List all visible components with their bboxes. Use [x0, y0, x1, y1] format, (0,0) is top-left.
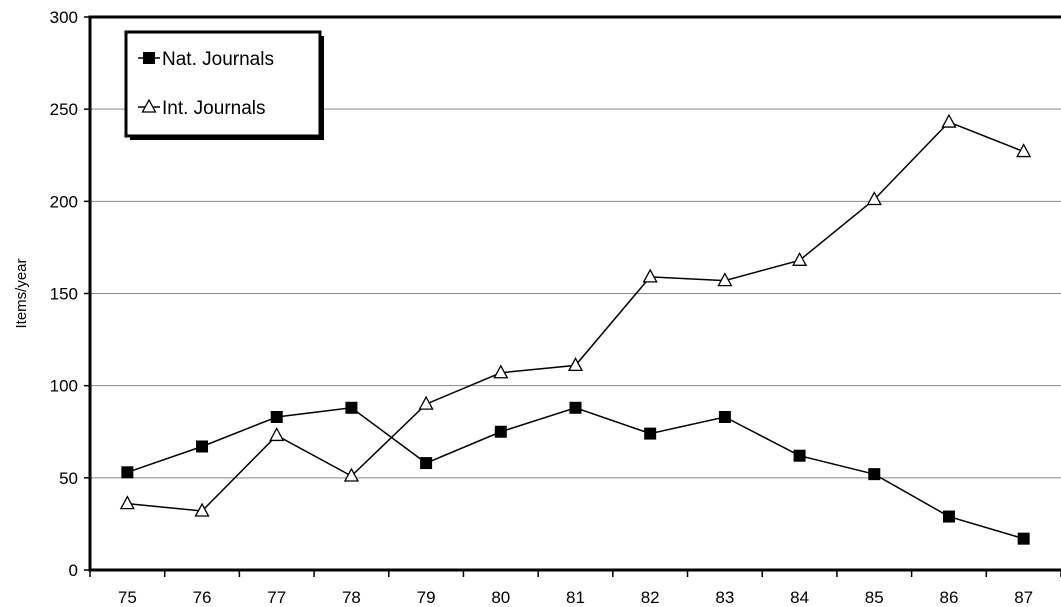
point-int-journals-80	[493, 364, 509, 379]
y-tick-label-150: 150	[50, 285, 78, 304]
point-nat-journals-85	[868, 468, 881, 481]
point-int-journals-85	[866, 191, 882, 206]
point-int-journals-84	[791, 251, 808, 266]
y-tick-label-50: 50	[59, 469, 78, 488]
point-int-journals-86	[941, 113, 957, 128]
y-tick-label-0: 0	[69, 561, 78, 580]
point-int-journals-79	[418, 395, 434, 410]
y-axis: 0 50 100 150 200 250 300	[50, 8, 90, 580]
x-axis: 75 76 77 78 79 80 81 82 83 84 85 86 87	[89, 570, 1061, 607]
x-tick-label-79: 79	[417, 588, 436, 607]
y-tick-label-300: 300	[50, 8, 78, 27]
point-int-journals-81	[567, 357, 584, 372]
series-nat-journals	[121, 401, 1030, 545]
x-tick-label-76: 76	[193, 588, 212, 607]
series-int-journals	[119, 113, 1032, 517]
x-tick-label-80: 80	[491, 588, 510, 607]
point-int-journals-76	[194, 502, 210, 517]
x-tick-label-75: 75	[118, 588, 137, 607]
point-int-journals-78	[343, 467, 360, 482]
legend-box	[124, 30, 322, 138]
x-tick-label-77: 77	[267, 588, 286, 607]
point-int-journals-77	[269, 427, 285, 442]
x-tick-label-82: 82	[641, 588, 660, 607]
point-nat-journals-87	[1017, 532, 1030, 545]
point-int-journals-87	[1016, 143, 1032, 158]
point-nat-journals-78	[345, 401, 358, 414]
y-axis-title: Items/year	[13, 258, 30, 328]
x-tick-label-84: 84	[790, 588, 809, 607]
legend-label-nat-journals: Nat. Journals	[162, 49, 274, 70]
legend-marker-int-journals	[141, 98, 157, 113]
point-nat-journals-82	[644, 427, 657, 440]
y-tick-label-100: 100	[50, 377, 78, 396]
point-int-journals-83	[717, 272, 733, 287]
series-line-nat-journals	[127, 406, 1024, 540]
point-int-journals-75	[119, 495, 135, 510]
point-int-journals-82	[642, 268, 658, 283]
point-nat-journals-76	[196, 440, 209, 453]
legend-marker-nat-journals	[143, 52, 155, 64]
point-nat-journals-84	[793, 449, 806, 462]
x-tick-label-86: 86	[940, 588, 959, 607]
x-tick-label-87: 87	[1014, 588, 1033, 607]
y-tick-label-250: 250	[50, 100, 78, 119]
point-nat-journals-79	[420, 457, 433, 470]
legend-label-int-journals: Int. Journals	[162, 98, 266, 119]
point-nat-journals-75	[121, 466, 134, 479]
point-nat-journals-77	[270, 411, 283, 424]
x-tick-label-83: 83	[715, 588, 734, 607]
x-tick-label-78: 78	[342, 588, 361, 607]
point-nat-journals-83	[718, 411, 731, 424]
gridlines	[90, 108, 1061, 479]
x-tick-label-85: 85	[865, 588, 884, 607]
series-layer	[119, 113, 1032, 545]
legend: Nat. Journals Int. Journals	[124, 30, 324, 140]
point-nat-journals-86	[942, 510, 955, 523]
y-tick-label-200: 200	[50, 192, 78, 211]
point-nat-journals-81	[569, 401, 582, 414]
x-tick-label-81: 81	[566, 588, 585, 607]
point-nat-journals-80	[494, 425, 507, 438]
series-line-int-journals	[127, 121, 1024, 512]
